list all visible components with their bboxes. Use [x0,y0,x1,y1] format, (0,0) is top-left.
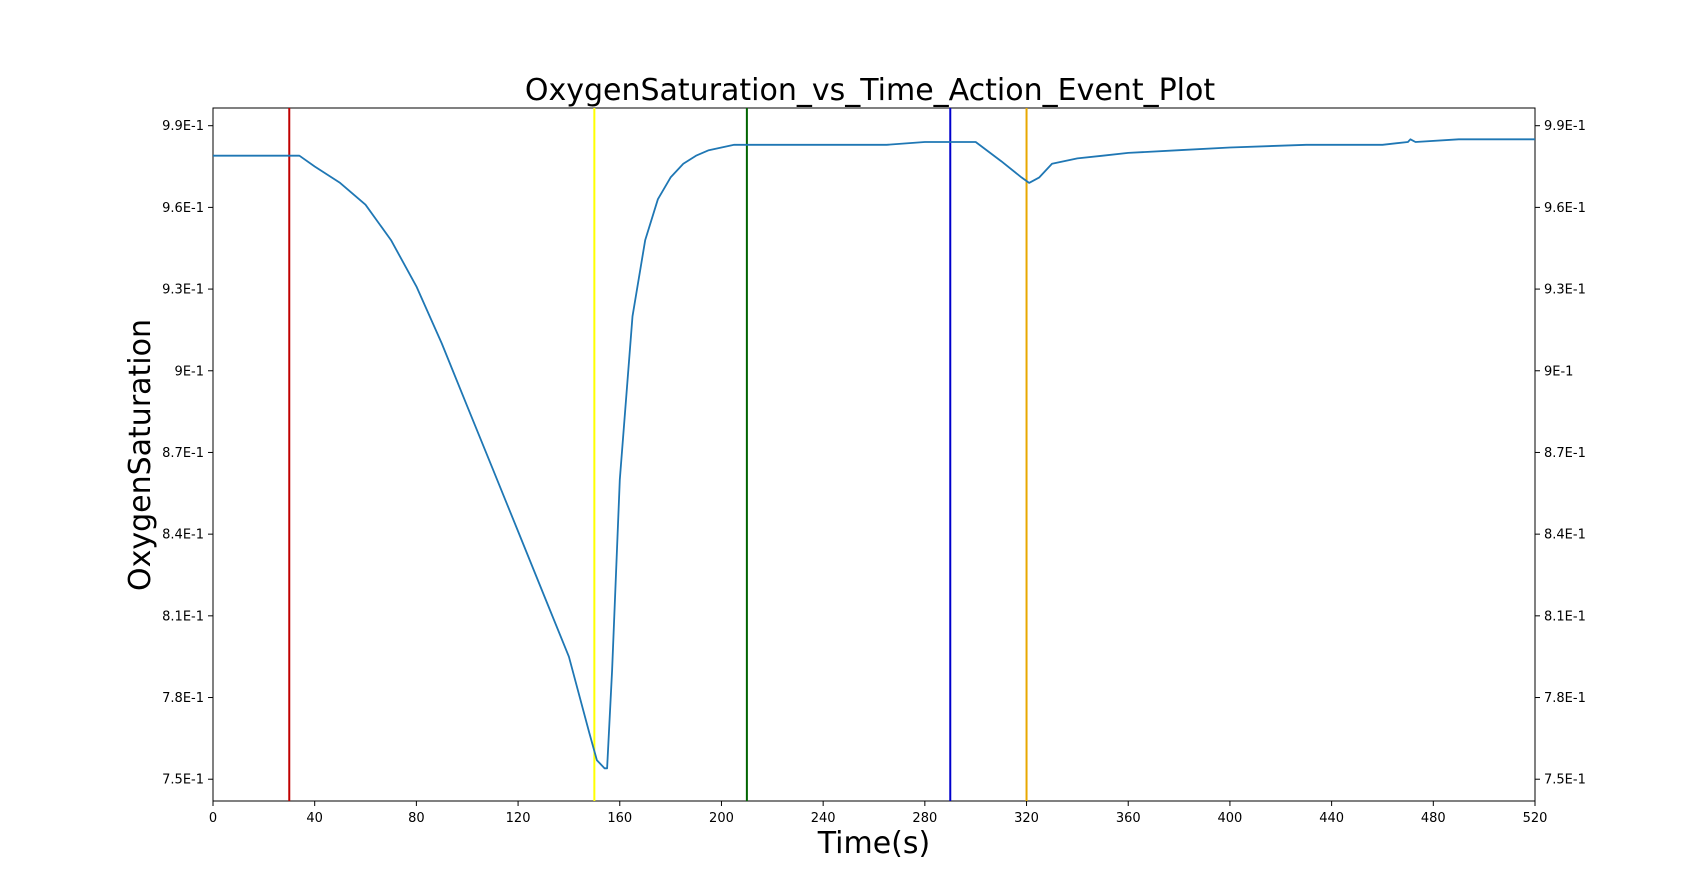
y-tick-label-left: 8.1E-1 [162,609,204,624]
x-tick-label: 320 [1014,811,1039,826]
y-tick-label-left: 9.6E-1 [162,201,204,216]
y-axis-left: 7.5E-1 7.8E-1 8.1E-1 8.4E-1 8.7E-1 9E-1 9.3E-1… [162,119,213,788]
y-tick-label-right: 7.5E-1 [1544,773,1586,788]
x-tick-label: 240 [811,811,836,826]
y-tick-label-left: 7.8E-1 [162,691,204,706]
plot-frame [212,107,1536,802]
x-tick-label: 280 [912,811,937,826]
x-tick-label: 200 [709,811,734,826]
y-axis-title: OxygenSaturation [123,319,158,591]
y-tick-label-left: 8.7E-1 [162,446,204,461]
x-axis-title: Time(s) [817,826,930,861]
y-tick-label-left: 8.4E-1 [162,528,204,543]
y-tick-label-right: 9.3E-1 [1544,283,1586,298]
y-tick-label-right: 9E-1 [1544,364,1573,379]
x-tick-label: 360 [1116,811,1141,826]
x-tick-label: 80 [408,811,425,826]
oxygen-saturation-line [213,138,1535,770]
y-tick-label-left: 9E-1 [175,364,204,379]
y-tick-label-right: 7.8E-1 [1544,691,1586,706]
chart-title: OxygenSaturation_vs_Time_Action_Event_Pl… [525,73,1216,108]
x-tick-label: 0 [209,811,217,826]
x-tick-label: 480 [1421,811,1446,826]
x-axis: 0 40 80 120 160 200 240 280 320 360 400 440 480 520 [209,801,1548,826]
y-tick-label-left: 7.5E-1 [162,773,204,788]
y-tick-label-right: 9.6E-1 [1544,201,1586,216]
y-tick-label-left: 9.9E-1 [162,119,204,134]
event-lines [288,108,1028,801]
x-tick-label: 160 [607,811,632,826]
x-tick-label: 440 [1319,811,1344,826]
y-tick-label-right: 8.1E-1 [1544,609,1586,624]
y-axis-right: 7.5E-1 7.8E-1 8.1E-1 8.4E-1 8.7E-1 9E-1 9.3E-1… [1535,119,1586,788]
x-tick-label: 520 [1523,811,1548,826]
x-tick-label: 400 [1218,811,1243,826]
x-tick-label: 40 [306,811,323,826]
y-tick-label-right: 8.7E-1 [1544,446,1586,461]
plot-area [212,107,1536,802]
y-tick-label-right: 8.4E-1 [1544,528,1586,543]
y-tick-label-left: 9.3E-1 [162,283,204,298]
x-tick-label: 120 [506,811,531,826]
y-tick-label-right: 9.9E-1 [1544,119,1586,134]
